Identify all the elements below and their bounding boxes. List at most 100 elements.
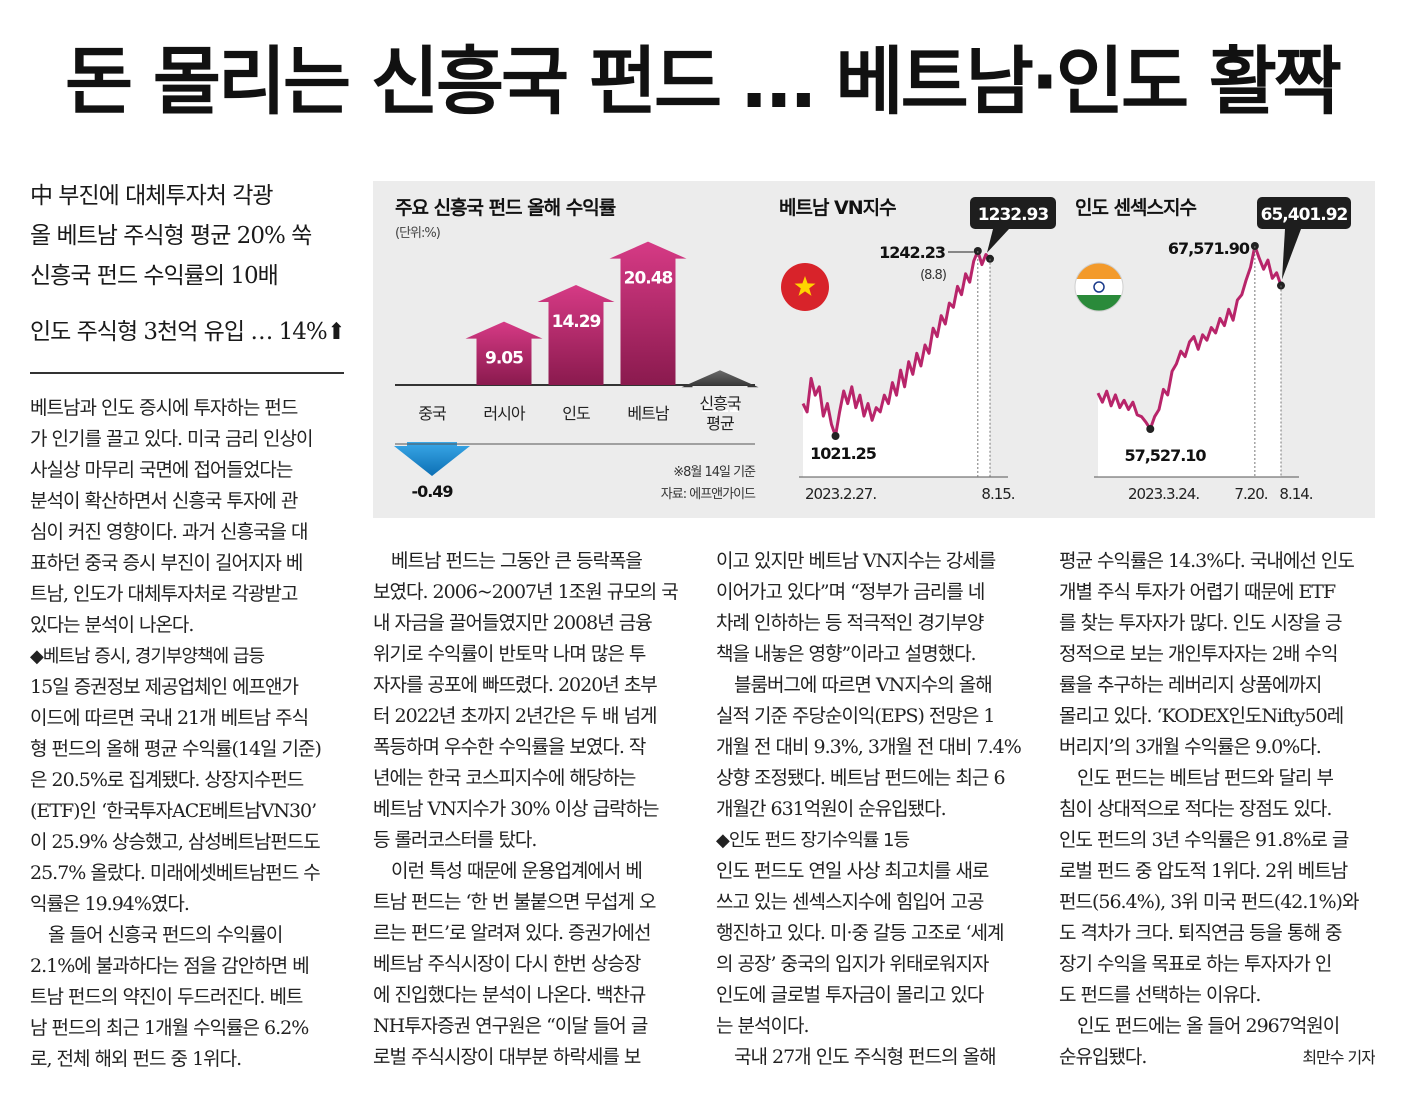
vn-chart-title: 베트남 VN지수 — [779, 197, 896, 219]
subhead-line: 신흥국 펀드 수익률의 10배 — [30, 263, 279, 289]
sensex-last-label: 65,401.92 — [1261, 205, 1348, 225]
article-line: 로벌 펀드 중 압도적 1위다. 2위 베트남 — [1059, 860, 1348, 882]
article-line: 있다는 분석이 나온다. — [30, 614, 194, 636]
article-line: 15일 증권정보 제공업체인 에프앤가 — [30, 676, 299, 698]
article-line: 가 인기를 끌고 있다. 미국 금리 인상이 — [30, 428, 313, 450]
article-line: 행진하고 있다. 미·중 갈등 고조로 ‘세계 — [716, 922, 1005, 944]
bar-chart-unit: (단위:%) — [395, 226, 440, 241]
subhead-line: 中 부진에 대체투자처 각광 — [30, 183, 274, 209]
article-line: 로, 전체 해외 펀드 중 1위다. — [30, 1048, 242, 1070]
sensex-chart-title: 인도 센섹스지수 — [1075, 197, 1196, 219]
article-line: 이어가고 있다”며 “정부가 금리를 네 — [716, 581, 985, 603]
bar-value-label: 14.29 — [552, 312, 601, 332]
article-line: 보였다. 2006~2007년 1조원 규모의 국 — [373, 581, 679, 603]
line-chart-area-1 — [803, 251, 990, 477]
india-flag-stripe — [1075, 295, 1123, 311]
article-column-3: 이고 있지만 베트남 VN지수는 강세를 이어가고 있다”며 “정부가 금리를 네… — [716, 546, 1032, 1073]
article-line: 터 2022년 초까지 2년간은 두 배 넘게 — [373, 705, 657, 727]
article-line: 내 자금을 끌어들였지만 2008년 금융 — [373, 612, 653, 634]
article-line: 상향 조정됐다. 베트남 펀드에는 최근 6 — [716, 767, 1006, 789]
article-line: 는 분석이다. — [716, 1015, 809, 1037]
article-line: 정적으로 보는 개인투자자는 2배 수익 — [1059, 643, 1338, 665]
vn-x-label: 2023.2.27. — [805, 485, 876, 503]
article-line: 표하던 중국 증시 부진이 길어지자 베 — [30, 552, 303, 574]
low-point — [1146, 425, 1155, 433]
article-line: 자자를 공포에 빠뜨렸다. 2020년 초부 — [373, 674, 658, 696]
article-line: 실적 기준 주당순이익(EPS) 전망은 1 — [716, 705, 996, 727]
article-line: 익률은 19.94%였다. — [30, 893, 190, 915]
infographic: 주요 신흥국 펀드 올해 수익률 (단위:%) -0.49 9.05 14.29 20.4… — [373, 181, 1375, 518]
india-flag-stripe — [1075, 279, 1123, 296]
article-line: 베트남 VN지수가 30% 이상 급락하는 — [373, 798, 660, 820]
article-line: 인도 펀드의 3년 수익률은 91.8%로 글 — [1059, 829, 1349, 851]
article-line: 이 25.9% 상승했고, 삼성베트남펀드도 — [30, 831, 321, 853]
subhead-secondary: 인도 주식형 3천억 유입 … 14%⬆ — [30, 319, 346, 345]
article-line: 몰리고 있다. ‘KODEX인도Nifty50레 — [1059, 705, 1344, 727]
last-point — [1277, 281, 1285, 290]
article-line: 위기로 수익률이 반토막 나며 많은 투 — [373, 643, 646, 665]
sensex-x-label: 7.20. — [1234, 485, 1267, 503]
article-line: 순유입됐다. 최만수 기자 — [1059, 1042, 1375, 1073]
bar-chart-title: 주요 신흥국 펀드 올해 수익률 — [395, 196, 616, 219]
bar-category-label: 중국 — [418, 404, 446, 423]
article-line: 르는 펀드’로 알려져 있다. 증권가에선 — [373, 922, 651, 944]
bar-4 — [681, 370, 759, 388]
bar-category-label-part: 평균 — [706, 414, 734, 433]
article-line: 버리지’의 3개월 수익률은 9.0%다. — [1059, 736, 1322, 758]
vn-x-label: 8.15. — [981, 485, 1014, 503]
article-line: 베트남과 인도 증시에 투자하는 펀드 — [30, 397, 298, 419]
vietnam-flag-star-icon — [794, 276, 816, 296]
article-line: 평균 수익률은 14.3%다. 국내에선 인도 — [1059, 550, 1355, 572]
article-line: 분석이 확산하면서 신흥국 투자에 관 — [30, 490, 298, 512]
article-line: 도 펀드를 선택하는 이유다. — [1059, 984, 1261, 1006]
subhead-line: 올 베트남 주식형 평균 20% 쑥 — [30, 223, 312, 249]
article-line: 등 롤러코스터를 탔다. — [373, 829, 537, 851]
article-line: 도 격차가 크다. 퇴직연금 등을 통해 중 — [1059, 922, 1342, 944]
bar-chart-note: ※8월 14일 기준 — [673, 465, 756, 480]
sensex-low-label: 57,527.10 — [1124, 446, 1206, 465]
article-line: 책을 내놓은 영향”이라고 설명했다. — [716, 643, 977, 665]
article-line: 형 펀드의 올해 평균 수익률(14일 기준) — [30, 738, 322, 760]
article-line: 차례 인하하는 등 적극적인 경기부양 — [716, 612, 984, 634]
article-line: 트남, 인도가 대체투자처로 각광받고 — [30, 583, 298, 605]
article-line: 이드에 따르면 국내 21개 베트남 주식 — [30, 707, 309, 729]
article-line: 펀드(56.4%), 3위 미국 펀드(42.1%)와 — [1059, 891, 1359, 913]
line-chart-area-2 — [1098, 246, 1281, 477]
article-line: 개월간 631억원이 순유입됐다. — [716, 798, 947, 820]
article-line: 쓰고 있는 센섹스지수에 힘입어 고공 — [716, 891, 984, 913]
vn-high-label: 1242.23 — [879, 243, 945, 262]
article-line: 를 찾는 투자자가 많다. 인도 시장을 긍 — [1059, 612, 1342, 634]
article-line: 베트남 펀드는 그동안 큰 등락폭을 — [373, 550, 643, 572]
article-line: 에 진입했다는 분석이 나온다. 백찬규 — [373, 984, 646, 1006]
article-line: 남 펀드의 최근 1개월 수익률은 6.2% — [30, 1017, 309, 1039]
vn-last-callout — [970, 197, 1056, 229]
article-line: 로벌 주식시장이 대부분 하락세를 보 — [373, 1046, 641, 1068]
bar-3 — [609, 241, 687, 385]
article-line: 률을 추구하는 레버리지 상품에까지 — [1059, 674, 1322, 696]
article-line: 25.7% 올랐다. 미래에셋베트남펀드 수 — [30, 862, 321, 884]
article-line: 트남 펀드의 약진이 두드러진다. 베트 — [30, 986, 303, 1008]
subhead-rule — [30, 372, 344, 374]
article-column-4: 평균 수익률은 14.3%다. 국내에선 인도 개별 주식 투자가 어렵기 때문에… — [1059, 546, 1375, 1073]
bar-2 — [537, 284, 615, 385]
article-line: 인도 펀드에는 올 들어 2967억원이 — [1059, 1015, 1340, 1037]
article-line: 인도 펀드는 베트남 펀드와 달리 부 — [1059, 767, 1334, 789]
line-series-2 — [1096, 244, 1283, 431]
sensex-x-label: 2023.3.24. — [1128, 485, 1199, 503]
article-line: 개월 전 대비 9.3%, 3개월 전 대비 7.4% — [716, 736, 1022, 758]
vn-high-date: (8.8) — [920, 268, 946, 283]
article-line: 인도에 글로벌 투자금이 몰리고 있다 — [716, 984, 984, 1006]
sensex-last-callout-tail — [1282, 229, 1301, 280]
bar-0 — [394, 442, 470, 476]
article-line: 의 공장’ 중국의 입지가 위태로워지자 — [716, 953, 989, 975]
article-line: 블룸버그에 따르면 VN지수의 올해 — [716, 674, 993, 696]
bar-category-label: 신흥국 평균 — [699, 394, 740, 433]
article-line: (ETF)인 ‘한국투자ACE베트남VN30’ — [30, 800, 317, 822]
article-line: 년에는 한국 코스피지수에 해당하는 — [373, 767, 636, 789]
section-heading: ◆인도 펀드 장기수익률 1등 — [716, 830, 910, 851]
article-line: 침이 상대적으로 적다는 장점도 있다. — [1059, 798, 1332, 820]
bar-category-label: 베트남 — [627, 404, 669, 423]
article-line: 심이 커진 영향이다. 과거 신흥국을 대 — [30, 521, 308, 543]
